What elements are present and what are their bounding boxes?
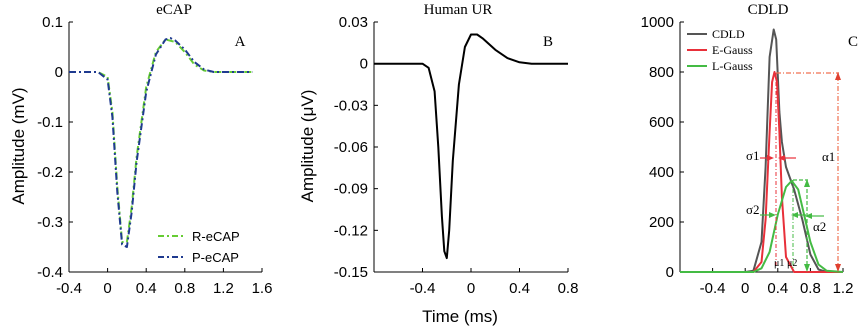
panel-a-xtick-label: 0.8: [174, 280, 195, 297]
panel-b-xlabel: Time (ms): [422, 307, 498, 326]
panel-c-label: C: [848, 34, 858, 50]
panel-c-legend: CDLD E-Gauss L-Gauss: [687, 27, 753, 73]
panel-a-xtick-label: -0.4: [56, 280, 82, 297]
panel-c-ytick-label: 1000: [641, 14, 674, 31]
panel-b-human-ur: Human UR 0.03 0 -0.03 -0.06 -0.09 -0.12 -0.15 -…: [298, 2, 578, 326]
sigma1-label: σ1: [746, 148, 760, 163]
sigma1-arrow-right-head: [778, 155, 785, 161]
panel-a-xtick-label: 0: [103, 280, 111, 297]
panel-b-xtick-label: 0.4: [509, 280, 530, 297]
panel-c-ytick-label: 200: [649, 214, 674, 231]
panel-c-ytick-label: 0: [666, 264, 674, 281]
panel-b-xtick-label: 0: [467, 280, 475, 297]
panel-a-series-p-ecap: [69, 37, 253, 248]
panel-c-series-l-gauss: [680, 179, 844, 273]
panel-a-ytick-label: 0: [55, 64, 63, 81]
panel-a-label: A: [235, 34, 246, 50]
alpha1-arrow-head-top: [835, 72, 841, 80]
panel-b-ytick-label: 0: [360, 56, 368, 73]
panel-a-xtick-label: 1.2: [213, 280, 234, 297]
panel-a-title: eCAP: [156, 2, 192, 18]
alpha2-arrow-head-bottom: [804, 264, 810, 272]
mu2-label: μ2: [787, 258, 797, 269]
sigma2-arrow-right-head: [791, 212, 798, 218]
panel-a-ytick-label: -0.1: [37, 114, 63, 131]
mu1-label: μ1: [774, 258, 784, 269]
panel-a-xtick-label: 1.6: [252, 280, 273, 297]
panel-b-ytick-label: -0.15: [334, 264, 368, 281]
sigma2-label: σ2: [746, 202, 760, 217]
panel-b-ylabel: Amplitude (μV): [298, 90, 317, 203]
alpha2-pointer-head: [805, 213, 812, 219]
panel-b-label: B: [543, 34, 553, 50]
panel-c-cdld: CDLD 1000 800 600 400 200 0 -0.4 0 0.4 0.8 1.2 C C…: [641, 2, 858, 297]
alpha1-label: α1: [822, 149, 835, 164]
panel-c-title: CDLD: [748, 2, 789, 18]
panel-a-ytick-label: -0.4: [37, 264, 63, 281]
panel-a-ecap: eCAP 0.1 0 -0.1 -0.2 -0.3 -0.4-0.4 0 0.4 0.8 1.2 1…: [9, 2, 272, 297]
panel-c-xtick-label: 0: [741, 280, 749, 297]
panel-b-title: Human UR: [424, 2, 493, 18]
panel-a-ytick-label: -0.3: [37, 214, 63, 231]
sigma1-arrow-left-head: [767, 155, 774, 161]
panel-b-series-trace: [374, 33, 568, 260]
legend-l-gauss-label: L-Gauss: [712, 59, 753, 73]
panel-a-ytick-label: -0.2: [37, 164, 63, 181]
panel-b-plot-area: 0.03 0 -0.03 -0.06 -0.09 -0.12 -0.15 -0.4 0 0.4 0.…: [334, 14, 579, 297]
panel-b-ytick-label: -0.03: [334, 97, 368, 114]
panel-b-ytick-label: -0.12: [334, 222, 368, 239]
panel-c-xtick-label: 0.4: [767, 280, 788, 297]
panel-c-ytick-label: 800: [649, 64, 674, 81]
panel-b-ytick-label: -0.06: [334, 139, 368, 156]
panel-b-ytick-label: 0.03: [339, 14, 368, 31]
legend-p-ecap-label: P-eCAP: [192, 250, 239, 265]
panel-c-xtick-label: 1.2: [833, 280, 854, 297]
panel-c-ytick-label: 400: [649, 164, 674, 181]
panel-a-xtick-label: 0.4: [136, 280, 157, 297]
alpha1-arrow-head-bottom: [835, 264, 841, 272]
panel-c-xtick-label: 0.8: [800, 280, 821, 297]
panel-a-series-r-ecap: [69, 38, 253, 243]
panel-a-ytick-label: 0.1: [42, 14, 63, 31]
panel-b-xtick-label: -0.4: [410, 280, 436, 297]
alpha2-arrow-head-top: [804, 179, 810, 187]
sigma2-arrow-left-head: [769, 212, 776, 218]
legend-r-ecap-label: R-eCAP: [192, 229, 240, 244]
alpha2-label: α2: [813, 219, 826, 234]
panel-c-series-e-gauss: [680, 71, 843, 273]
panel-c-annotations: α1 α2 σ1 σ2 μ1 μ2: [746, 72, 841, 272]
panel-a-plot-area: 0.1 0 -0.1 -0.2 -0.3 -0.4-0.4 0 0.4 0.8 1.2 1.6: [37, 14, 272, 297]
panel-c-xtick-label: -0.4: [700, 280, 726, 297]
legend-cdld-label: CDLD: [712, 27, 745, 41]
panel-b-xtick-label: 0.8: [558, 280, 579, 297]
panel-a-ylabel: Amplitude (mV): [9, 87, 28, 204]
panel-b-ytick-label: -0.09: [334, 181, 368, 198]
panel-a-legend: R-eCAP P-eCAP: [158, 229, 240, 265]
legend-e-gauss-label: E-Gauss: [712, 43, 753, 57]
panel-c-ytick-label: 600: [649, 114, 674, 131]
panel-c-plot-area: 1000 800 600 400 200 0 -0.4 0 0.4 0.8 1.2: [641, 14, 854, 297]
